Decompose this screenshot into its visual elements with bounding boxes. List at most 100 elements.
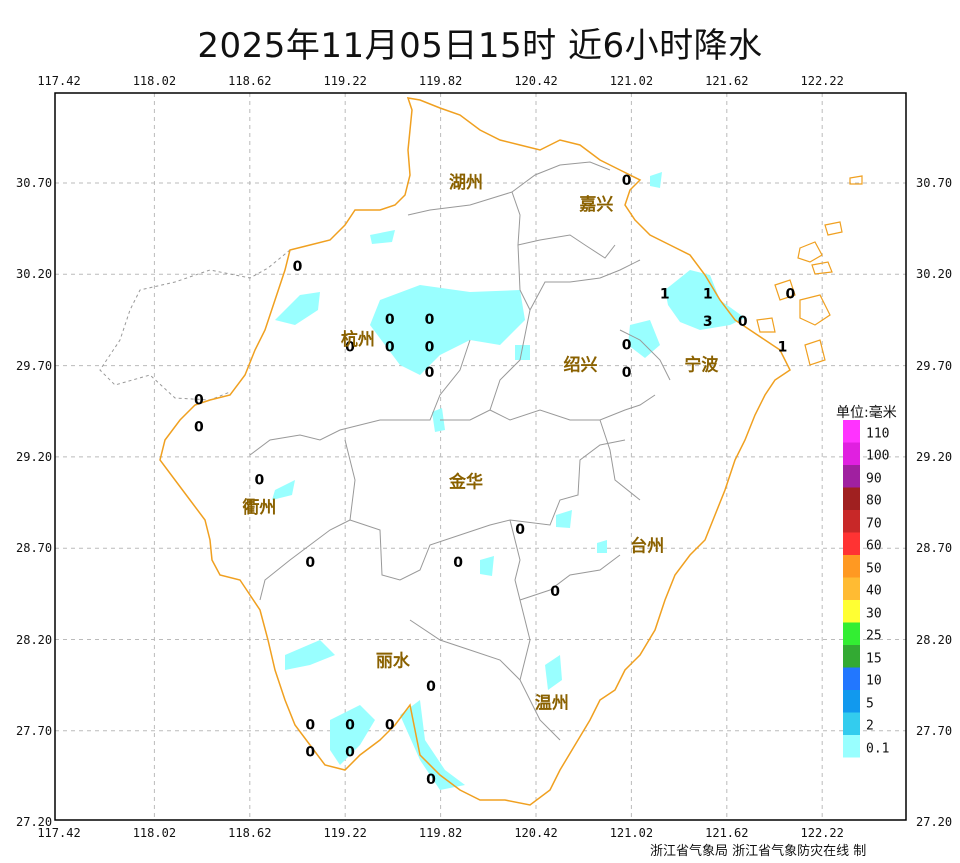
station-value: 0 bbox=[453, 555, 463, 571]
legend-label: 110 bbox=[866, 426, 890, 441]
city-label: 嘉兴 bbox=[578, 194, 613, 215]
station-value: 1 bbox=[660, 286, 670, 302]
station-value: 0 bbox=[345, 745, 355, 761]
legend-label: 50 bbox=[866, 561, 882, 576]
x-tick-bottom: 121.02 bbox=[609, 826, 654, 840]
y-tick-left: 27.20 bbox=[16, 815, 53, 830]
station-value: 0 bbox=[194, 392, 204, 408]
city-label: 衢州 bbox=[242, 497, 276, 518]
map-frame bbox=[54, 92, 907, 821]
station-value: 3 bbox=[703, 314, 713, 330]
x-tick-top: 117.42 bbox=[37, 74, 81, 88]
city-label: 杭州 bbox=[341, 329, 375, 350]
x-tick-bottom: 118.62 bbox=[228, 826, 272, 840]
legend-label: 40 bbox=[866, 583, 882, 599]
station-value: 0 bbox=[293, 259, 303, 275]
x-tick-bottom: 120.42 bbox=[514, 826, 558, 840]
legend-label: 2 bbox=[866, 718, 874, 734]
x-tick-top: 118.02 bbox=[132, 74, 177, 88]
y-tick-left: 27.70 bbox=[16, 723, 53, 738]
legend-label: 100 bbox=[866, 448, 890, 464]
station-value: 0 bbox=[622, 173, 632, 189]
city-label: 宁波 bbox=[684, 355, 719, 376]
county-boundaries bbox=[249, 161, 671, 741]
x-tick-bottom: 122.22 bbox=[800, 826, 844, 840]
credit: 浙江省气象局 浙江省气象防灾在线 制 bbox=[650, 844, 867, 859]
station-value: 0 bbox=[425, 312, 435, 328]
station-values: 0 0 0 0 0 0 0 0 0 0 1 1 3 0 0 1 0 0 0 0 0 0 0 0 0 0 0 0 0 0 bbox=[194, 173, 795, 788]
station-value: 0 bbox=[194, 420, 204, 436]
x-tick-bottom: 119.22 bbox=[323, 826, 367, 840]
y-tick-right: 29.70 bbox=[916, 358, 953, 373]
legend-label: 25 bbox=[866, 628, 882, 644]
station-value: 0 bbox=[426, 679, 436, 695]
station-value: 0 bbox=[345, 717, 355, 733]
x-tick-bottom: 117.42 bbox=[37, 826, 81, 840]
y-tick-right: 27.70 bbox=[916, 723, 953, 738]
station-value: 0 bbox=[622, 338, 632, 354]
x-tick-bottom: 121.62 bbox=[705, 826, 749, 840]
y-tick-right: 28.20 bbox=[916, 632, 953, 647]
x-tick-bottom: 118.02 bbox=[132, 826, 177, 840]
y-tick-right: 29.20 bbox=[916, 449, 953, 464]
station-value: 0 bbox=[622, 365, 632, 381]
city-label: 金华 bbox=[448, 471, 483, 492]
y-tick-right: 28.70 bbox=[916, 541, 953, 556]
city-label: 丽水 bbox=[376, 650, 411, 671]
city-label: 湖州 bbox=[449, 173, 483, 193]
y-tick-right: 30.20 bbox=[916, 267, 953, 282]
legend-label: 70 bbox=[866, 516, 882, 531]
station-value: 0 bbox=[385, 717, 395, 733]
station-value: 0 bbox=[425, 339, 435, 355]
station-value: 0 bbox=[345, 339, 355, 355]
legend-label: 60 bbox=[866, 538, 882, 554]
station-value: 0 bbox=[515, 522, 525, 538]
y-tick-right: 27.20 bbox=[916, 815, 953, 830]
x-tick-top: 119.22 bbox=[323, 74, 367, 88]
station-value: 1 bbox=[778, 339, 788, 355]
legend-label: 15 bbox=[866, 651, 882, 666]
station-value: 0 bbox=[254, 473, 264, 489]
station-value: 0 bbox=[305, 745, 315, 761]
y-tick-left: 28.70 bbox=[16, 541, 53, 556]
station-value: 1 bbox=[703, 286, 713, 302]
city-label: 台州 bbox=[630, 535, 664, 556]
station-value: 0 bbox=[786, 286, 796, 302]
y-tick-left: 30.70 bbox=[16, 176, 53, 190]
station-value: 0 bbox=[385, 312, 395, 328]
legend-label: 80 bbox=[866, 493, 882, 509]
legend-label: 5 bbox=[866, 696, 874, 711]
legend-label: 30 bbox=[866, 606, 882, 621]
y-tick-left: 30.20 bbox=[16, 267, 53, 282]
x-tick-bottom: 119.82 bbox=[418, 826, 463, 840]
x-tick-top: 120.42 bbox=[514, 74, 558, 88]
legend-label: 90 bbox=[866, 471, 882, 486]
station-value: 0 bbox=[425, 365, 435, 381]
city-label: 绍兴 bbox=[564, 355, 598, 376]
y-tick-left: 29.20 bbox=[16, 449, 53, 464]
city-label: 温州 bbox=[535, 693, 569, 713]
map-title: 2025年11月05日15时 近6小时降水 bbox=[197, 26, 763, 66]
x-tick-top: 121.62 bbox=[705, 74, 749, 88]
y-tick-right: 30.70 bbox=[916, 176, 953, 190]
y-tick-left: 29.70 bbox=[16, 358, 53, 373]
x-tick-top: 121.02 bbox=[609, 74, 654, 88]
x-tick-top: 122.22 bbox=[800, 74, 844, 88]
legend-label: 10 bbox=[866, 673, 882, 689]
province-boundary bbox=[159, 97, 791, 806]
y-tick-left: 28.20 bbox=[16, 632, 53, 647]
neighbor-boundary bbox=[99, 249, 291, 401]
station-value: 0 bbox=[550, 584, 560, 600]
station-value: 0 bbox=[738, 314, 748, 330]
x-tick-top: 118.62 bbox=[228, 74, 272, 88]
legend-label: 0.1 bbox=[866, 741, 890, 756]
x-tick-top: 119.82 bbox=[418, 74, 463, 88]
station-value: 0 bbox=[426, 772, 436, 788]
islands bbox=[756, 175, 863, 366]
rain-areas bbox=[272, 172, 745, 790]
legend-title: 单位:毫米 bbox=[836, 405, 897, 421]
station-value: 0 bbox=[305, 717, 315, 733]
station-value: 0 bbox=[305, 555, 315, 571]
